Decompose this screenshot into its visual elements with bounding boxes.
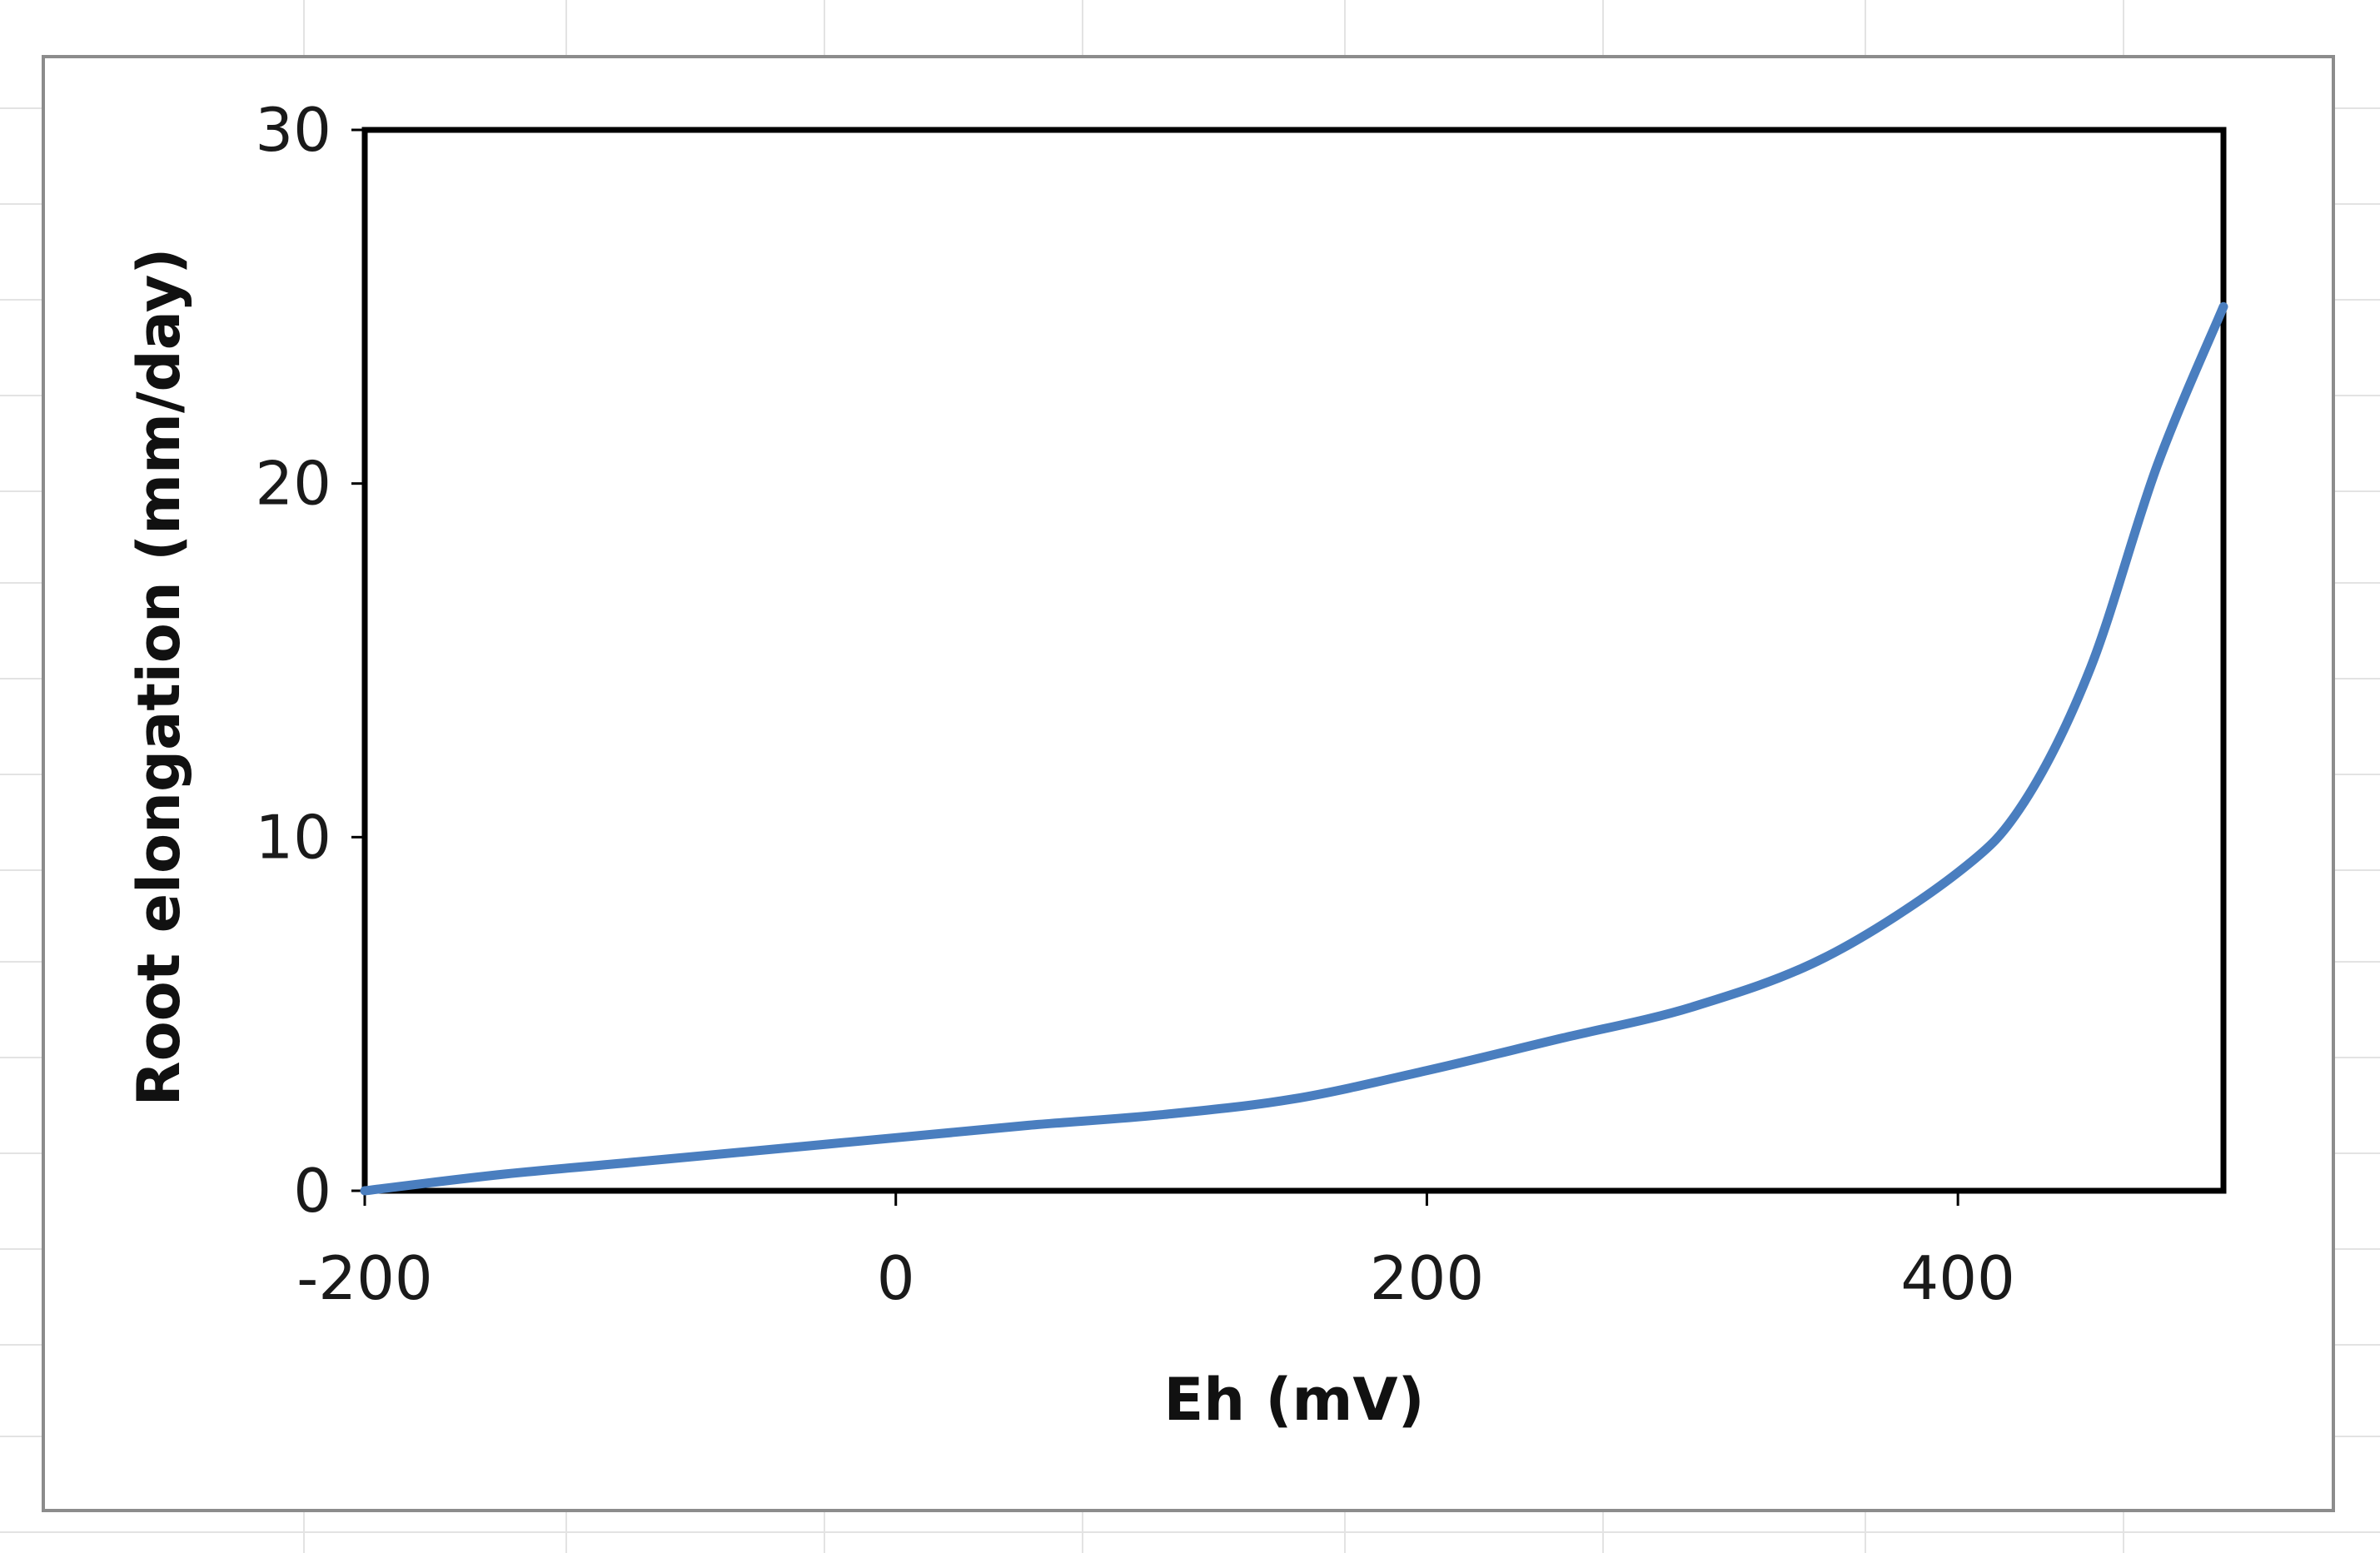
- y-tick-label: 30: [255, 95, 331, 165]
- y-tick-label: 0: [293, 1156, 331, 1226]
- plot-area: 0 10 20 30 -200 0 200 400: [255, 95, 2228, 1313]
- x-axis-title: Eh (mV): [1163, 1366, 1424, 1434]
- x-tick-label: 0: [877, 1243, 915, 1313]
- y-axis-title: Root elongation (mm/day): [125, 248, 193, 1107]
- plot-area-border: [361, 127, 2227, 1194]
- chart-area-border: [42, 55, 2335, 1512]
- x-tick-label: 400: [1900, 1243, 2014, 1313]
- y-tick-label: 10: [255, 802, 331, 872]
- y-tick-label: 20: [255, 449, 331, 519]
- x-tick-label: -200: [296, 1243, 432, 1313]
- data-series-line: [360, 301, 2228, 1196]
- x-tick-label: 200: [1370, 1243, 1484, 1313]
